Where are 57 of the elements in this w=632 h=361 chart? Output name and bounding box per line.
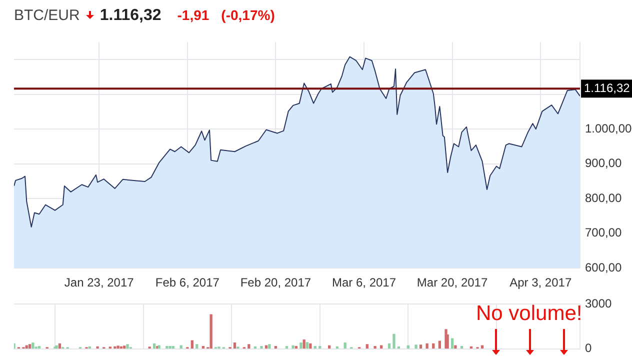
x-tick-label: Apr 3, 2017: [510, 276, 572, 290]
bar: [190, 340, 194, 349]
bar: [414, 344, 418, 349]
bar: [419, 344, 422, 349]
bar: [58, 343, 62, 349]
bar: [344, 342, 346, 349]
bar: [152, 343, 156, 349]
bar: [264, 345, 268, 349]
bar: [123, 346, 126, 349]
bar: [454, 345, 457, 349]
bar: [28, 344, 32, 349]
text: 1.116,32: [100, 7, 162, 25]
x-tick-label: Jan 23, 2017: [64, 276, 134, 290]
bar: [96, 346, 99, 349]
bar: [374, 346, 376, 349]
bar: [116, 346, 120, 349]
y-tick-label: 600,00: [585, 260, 622, 274]
bar: [438, 340, 442, 349]
x-tick-label: Mar 20, 2017: [416, 276, 488, 290]
bar: [248, 344, 250, 349]
bar: [210, 314, 212, 349]
ref-line-label: 1.116,32: [584, 80, 630, 95]
bar: [309, 343, 312, 349]
bar: [233, 342, 236, 349]
y-tick-label: 3000: [585, 296, 612, 311]
y-tick-label: 0: [585, 341, 592, 356]
bar: [126, 344, 129, 349]
bar: [388, 343, 391, 349]
bar: [302, 340, 306, 349]
bar: [426, 343, 428, 349]
bar: [25, 345, 28, 349]
x-tick-label: Mar 6, 2017: [332, 276, 396, 290]
y-tick-label: 700,00: [585, 226, 622, 240]
bar: [392, 334, 396, 349]
bar: [450, 338, 454, 349]
bar: [180, 345, 182, 349]
bar: [268, 344, 271, 349]
bar: [300, 342, 302, 349]
text: (-0,17%): [221, 7, 275, 23]
bar: [432, 343, 435, 349]
y-tick-label: 800,00: [585, 190, 622, 205]
annotation: No volume!: [476, 302, 582, 326]
bar: [380, 345, 383, 349]
bar: [306, 342, 309, 349]
x-tick-label: Feb 20, 2017: [240, 276, 312, 290]
bar: [196, 344, 198, 349]
y-tick-label: 900,00: [585, 156, 622, 170]
x-tick-label: Feb 6, 2017: [155, 276, 220, 290]
bar: [366, 344, 368, 349]
chart-title: BTC/EUR: [14, 7, 80, 24]
bar: [480, 345, 484, 349]
bar: [292, 345, 294, 349]
bar: [166, 346, 168, 349]
bar: [260, 346, 263, 349]
text: -1,91: [177, 7, 210, 23]
bar: [32, 342, 34, 349]
y-tick-label: 1.000,00: [585, 121, 632, 136]
